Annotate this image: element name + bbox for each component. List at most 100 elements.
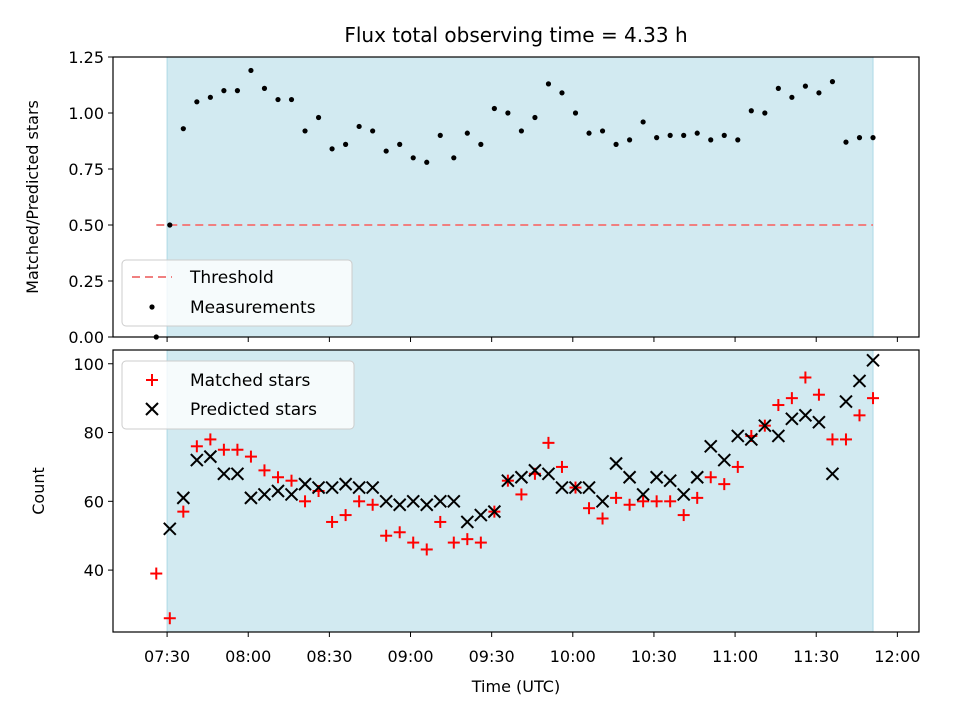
predicted-star-point xyxy=(771,429,786,443)
measurement-point xyxy=(735,137,741,143)
predicted-star-point xyxy=(298,477,312,491)
measurement-point xyxy=(586,130,592,136)
matched-star-point xyxy=(217,443,230,456)
predicted-star-point xyxy=(244,491,258,505)
predicted-star-point xyxy=(609,456,623,471)
predicted-star-point xyxy=(528,463,542,478)
predicted-star-point xyxy=(595,494,610,509)
matched-star-point xyxy=(718,478,731,491)
measurement-point xyxy=(532,114,538,121)
count-y-axis: 40 60 80 100 xyxy=(73,355,113,580)
predicted-star-point xyxy=(217,467,231,481)
measurement-point xyxy=(518,128,525,134)
ratio-panel-frame xyxy=(112,56,920,338)
count-x-tick-label: 09:30 xyxy=(469,647,515,666)
predicted-star-point xyxy=(447,494,461,509)
matched-star-point xyxy=(731,460,744,473)
count-panel-frame xyxy=(112,349,920,633)
matched-star-point xyxy=(326,515,339,528)
matched-star-point xyxy=(407,536,420,549)
predicted-star-point xyxy=(731,429,745,443)
ratio-y-tick-label: 1.00 xyxy=(68,104,104,123)
legend-predicted-label: Predicted stars xyxy=(190,400,317,420)
predicted-star-point xyxy=(852,374,867,388)
matched-star-point xyxy=(393,526,406,539)
matched-star-point xyxy=(542,436,555,449)
matched-star-point xyxy=(366,498,379,511)
legend-predicted-swatch xyxy=(145,402,159,416)
measurement-point xyxy=(762,110,768,116)
matched-star-point xyxy=(839,433,852,446)
matched-star-point xyxy=(650,495,663,508)
predicted-star-point xyxy=(663,473,677,488)
count-x-tick-label: 11:30 xyxy=(793,647,839,666)
count-y-tick-label: 80 xyxy=(84,424,104,443)
predicted-star-point xyxy=(257,487,272,502)
ratio-y-tick-label: 0.25 xyxy=(68,272,104,291)
ratio-y-tick-label: 0.75 xyxy=(68,160,104,179)
matched-star-point xyxy=(177,505,190,518)
measurement-point xyxy=(721,132,727,138)
measurement-point xyxy=(775,85,781,91)
measurement-point xyxy=(748,108,754,114)
matched-star-point xyxy=(231,443,244,456)
measurement-point xyxy=(816,90,822,96)
measurement-point xyxy=(478,141,484,147)
ratio-legend: Threshold Measurements xyxy=(121,259,353,327)
count-x-tick-label: 10:00 xyxy=(550,647,596,666)
matched-star-point xyxy=(353,495,366,508)
ratio-panel: 0.00 0.25 0.50 0.75 1.00 1.25 Matched/Predict… xyxy=(23,48,920,347)
count-x-tick-label: 12:00 xyxy=(874,647,920,666)
predicted-star-point xyxy=(758,418,772,433)
ratio-y-tick-label: 0.00 xyxy=(68,328,104,347)
matched-star-point xyxy=(799,371,812,384)
measurement-point xyxy=(505,110,511,116)
measurement-point xyxy=(545,81,552,87)
predicted-star-point xyxy=(474,508,488,522)
matched-star-point xyxy=(474,536,487,549)
matched-star-point xyxy=(785,392,798,405)
measurement-point xyxy=(370,128,376,134)
predicted-star-point xyxy=(190,453,204,467)
predicted-star-point xyxy=(311,480,326,495)
matched-star-point xyxy=(461,533,474,546)
predicted-star-point xyxy=(460,515,475,529)
predicted-star-point xyxy=(798,408,813,423)
matched-star-point xyxy=(190,440,203,453)
matched-star-point xyxy=(677,509,690,522)
predicted-star-point xyxy=(649,470,664,484)
measurement-point xyxy=(667,132,673,138)
count-legend-box xyxy=(121,360,355,430)
predicted-star-point xyxy=(352,480,366,495)
matched-star-point xyxy=(163,612,176,625)
measurement-point xyxy=(302,128,308,134)
matched-star-point xyxy=(812,388,825,401)
predicted-star-point xyxy=(392,498,407,512)
predicted-star-point xyxy=(555,480,569,495)
predicted-star-point xyxy=(406,494,420,509)
measurement-point xyxy=(397,141,403,147)
predicted-star-point xyxy=(325,480,339,495)
chart-title: Flux total observing time = 4.33 h xyxy=(344,23,687,47)
predicted-star-point xyxy=(514,470,529,484)
predicted-star-point xyxy=(230,467,245,481)
predicted-star-point xyxy=(717,453,731,467)
count-y-axis-label: Count xyxy=(29,467,48,515)
measurement-point xyxy=(491,105,497,112)
predicted-star-point xyxy=(541,467,556,481)
matched-star-point xyxy=(204,433,217,446)
measurement-point xyxy=(599,128,606,134)
measurement-point xyxy=(329,146,335,152)
measurement-point xyxy=(559,90,565,96)
measurement-point xyxy=(424,159,430,165)
predicted-star-point xyxy=(812,415,826,429)
predicted-star-point xyxy=(163,522,177,536)
predicted-star-point xyxy=(203,449,218,464)
matched-star-point xyxy=(299,495,312,508)
legend-measurements-swatch xyxy=(149,304,155,310)
matched-star-point xyxy=(704,471,717,484)
predicted-star-point xyxy=(839,394,853,409)
matched-star-point xyxy=(244,450,257,463)
count-x-tick-label: 09:00 xyxy=(387,647,433,666)
count-x-tick-label: 10:30 xyxy=(631,647,677,666)
